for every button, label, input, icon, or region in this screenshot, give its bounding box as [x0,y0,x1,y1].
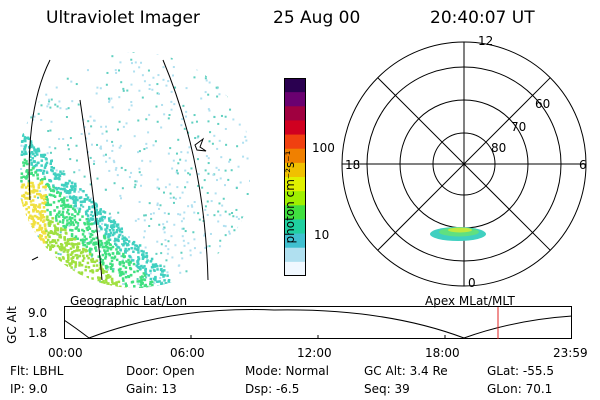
polar-panel-label: Apex MLat/MLT [425,294,515,308]
orbit-xtick-0600: 06:00 [170,346,205,360]
longitude-line [28,59,51,201]
orbit-ytick-high: 9.0 [28,306,48,320]
mlt-label-18: 18 [345,158,361,172]
longitude-line [79,99,103,281]
filter-info: Flt: LBHL [10,364,64,378]
mlt-label-0: 0 [468,276,476,290]
polar-plot [341,41,587,287]
geographic-image-panel [20,52,250,288]
orbit-xtick-0000: 00:00 [48,346,83,360]
orbit-ytick-low: 1.8 [28,326,48,340]
dsp-info: Dsp: -6.5 [245,382,300,396]
mode-info: Mode: Normal [245,364,329,378]
orbit-xtick-1800: 18:00 [425,346,460,360]
date-label: 25 Aug 00 [273,8,361,28]
longitude-line [162,59,209,281]
ip-info: IP: 9.0 [10,382,48,396]
mlt-label-6: 6 [579,158,587,172]
colorbar-tick-100: 100 [312,141,335,155]
instrument-title: Ultraviolet Imager [46,8,200,28]
mlt-meridian [377,77,551,251]
seq-info: Seq: 39 [364,382,410,396]
mlt-label-12: 12 [478,34,494,48]
colorbar-unit-label: photon cm⁻²s⁻¹ [283,150,297,244]
geo-panel-label: Geographic Lat/Lon [70,294,188,308]
orbit-xtick-2359: 23:59 [553,346,588,360]
coastline [31,256,39,261]
lat-label-70: 70 [511,120,527,134]
polar-aurora [430,227,486,241]
colorbar-tick-10: 10 [314,228,330,242]
lat-label-80: 80 [491,141,507,155]
gain-info: Gain: 13 [126,382,177,396]
orbit-ylabel: GC Alt [5,306,19,344]
orbit-xtick-1200: 12:00 [297,346,332,360]
coastline [194,137,207,152]
time-label: 20:40:07 UT [430,8,535,28]
glon-info: GLon: 70.1 [487,382,553,396]
orbit-altitude-curve [64,309,573,339]
colorbar [284,78,306,276]
door-info: Door: Open [126,364,195,378]
aurora-image [20,52,250,288]
orbit-plot [64,306,573,339]
glat-info: GLat: -55.5 [487,364,554,378]
lat-label-60: 60 [535,97,551,111]
gc-alt-info: GC Alt: 3.4 Re [364,364,448,378]
